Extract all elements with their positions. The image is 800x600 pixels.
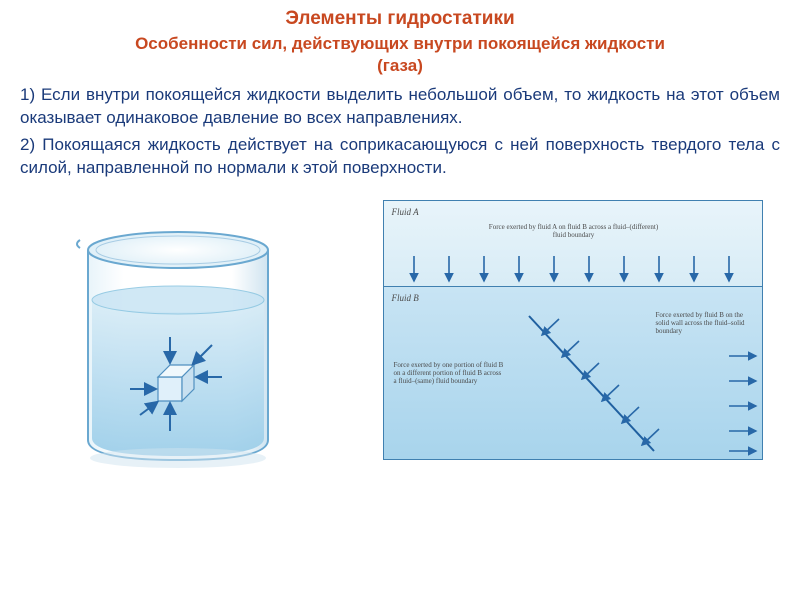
diagram-svg <box>384 201 764 461</box>
page-title: Элементы гидростатики <box>20 8 780 30</box>
page-subtitle-line1: Особенности сил, действующих внутри поко… <box>20 34 780 54</box>
paragraph-2: 2) Покоящаяся жидкость действует на сопр… <box>20 134 780 180</box>
paragraph-1: 1) Если внутри покоящейся жидкости выдел… <box>20 84 780 130</box>
figure-row: Fluid A Fluid B Force exerted by fluid A… <box>20 200 780 480</box>
beaker-svg <box>38 200 318 480</box>
page-subtitle-line2: (газа) <box>20 56 780 76</box>
top-arrows <box>414 256 729 281</box>
slant-arrows <box>542 319 659 445</box>
beaker-figure <box>38 200 318 480</box>
fluid-diagram: Fluid A Fluid B Force exerted by fluid A… <box>383 200 763 460</box>
slant-boundary <box>529 316 654 451</box>
right-arrows <box>729 356 756 451</box>
